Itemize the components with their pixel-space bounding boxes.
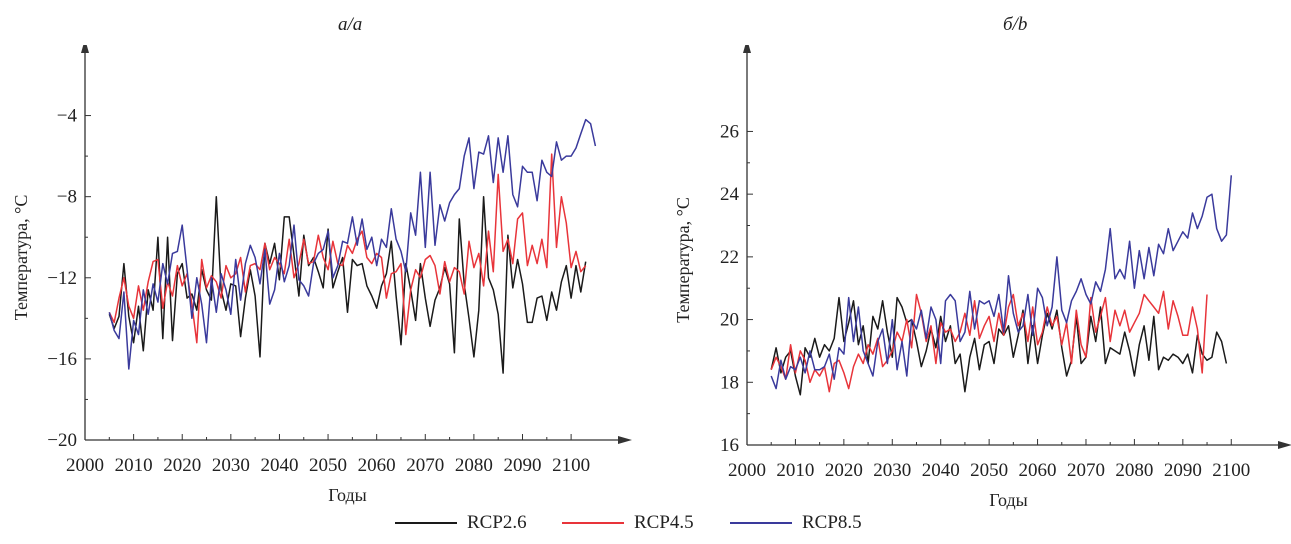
x-tick-label: 2010: [776, 460, 814, 481]
y-tick-label: −12: [47, 268, 77, 289]
x-axis-arrow: [1278, 441, 1291, 449]
series-line-rcp85: [108, 118, 597, 370]
x-tick-label: 2100: [1212, 460, 1250, 481]
x-tick-label: 2030: [212, 455, 250, 476]
x-axis-label: Годы: [989, 490, 1028, 510]
y-tick-label: 20: [720, 310, 739, 331]
x-tick-label: 2070: [406, 455, 444, 476]
y-tick-label: −16: [47, 349, 77, 370]
x-axis-label: Годы: [328, 485, 367, 505]
legend-label-rcp26: RCP2.6: [467, 512, 527, 533]
chart-a: 2000 2010 2020 2030 2040 2050 2060 2070 2080 2090…: [11, 45, 632, 505]
legend-item-rcp85: RCP8.5: [730, 512, 862, 534]
series-line-rcp26: [108, 195, 587, 374]
x-tick-label: 2040: [260, 455, 298, 476]
y-axis-arrow: [743, 45, 751, 53]
y-axis-label: Температура, °C: [673, 197, 693, 323]
x-tick-label: 2030: [873, 460, 911, 481]
x-tick-label: 2020: [163, 455, 201, 476]
legend-swatch-rcp85: [730, 522, 792, 524]
x-tick-label: 2000: [728, 460, 766, 481]
x-tick-label: 2060: [1019, 460, 1057, 481]
legend: RCP2.6 RCP4.5 RCP8.5: [0, 512, 1291, 542]
chart-b: 2000 2010 2020 2030 2040 2050 2060 2070 2080 2090…: [673, 45, 1291, 510]
x-tick-label: 2090: [504, 455, 542, 476]
x-tick-label: 2060: [358, 455, 396, 476]
legend-swatch-rcp26: [395, 522, 457, 524]
x-tick-label: 2050: [970, 460, 1008, 481]
series-line-rcp26: [770, 296, 1228, 396]
legend-label-rcp45: RCP4.5: [634, 512, 694, 533]
y-tick-label: −8: [57, 187, 77, 208]
x-tick-label: 2090: [1164, 460, 1202, 481]
panel-b-title: б/b: [1003, 14, 1028, 35]
y-tick-label: 22: [720, 247, 739, 268]
x-tick-label: 2080: [1115, 460, 1153, 481]
legend-label-rcp85: RCP8.5: [802, 512, 862, 533]
y-tick-label: 18: [720, 372, 739, 393]
series-line-rcp45: [108, 153, 587, 344]
series-line-rcp85: [770, 175, 1233, 390]
x-tick-label: 2040: [922, 460, 960, 481]
y-tick-label: −4: [57, 106, 78, 127]
x-tick-label: 2100: [552, 455, 590, 476]
y-tick-label: 24: [720, 184, 740, 205]
x-tick-label: 2000: [66, 455, 104, 476]
y-axis-label: Температура, °C: [11, 195, 31, 321]
x-axis-arrow: [618, 436, 632, 444]
x-tick-label: 2010: [115, 455, 153, 476]
x-tick-label: 2050: [309, 455, 347, 476]
legend-swatch-rcp45: [562, 522, 624, 524]
y-axis-arrow: [81, 45, 89, 53]
x-tick-label: 2070: [1067, 460, 1105, 481]
x-tick-label: 2080: [455, 455, 493, 476]
y-tick-label: −20: [47, 430, 77, 451]
panel-a-title: a/a: [338, 14, 363, 35]
y-tick-label: 16: [720, 435, 739, 456]
legend-item-rcp26: RCP2.6: [395, 512, 527, 534]
legend-item-rcp45: RCP4.5: [562, 512, 694, 534]
series-line-rcp45: [770, 290, 1208, 393]
y-tick-label: 26: [720, 121, 739, 142]
x-tick-label: 2020: [825, 460, 863, 481]
